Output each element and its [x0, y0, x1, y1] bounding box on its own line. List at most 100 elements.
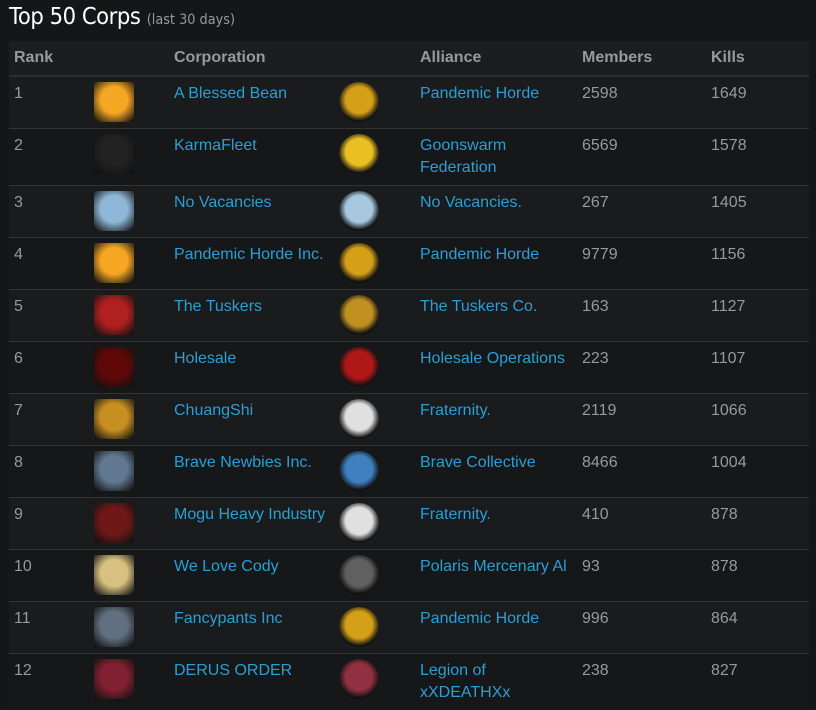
alliance-link[interactable]: Pandemic Horde: [420, 610, 539, 627]
table-row: 4 Pandemic Horde Inc. Pandemic Horde 977…: [9, 238, 809, 290]
legion-logo-icon[interactable]: [339, 659, 379, 699]
corporation-link[interactable]: The Tuskers: [174, 298, 262, 315]
fancypants-logo-icon[interactable]: [94, 607, 134, 647]
corporation-link[interactable]: A Blessed Bean: [174, 85, 287, 102]
biohazard-logo-icon[interactable]: [94, 243, 134, 283]
title-text: Top 50 Corps: [9, 4, 140, 30]
biohazard-logo-icon[interactable]: [94, 82, 134, 122]
rank-cell: 9: [9, 498, 89, 550]
table-row: 12 DERUS ORDER Legion of xXDEATHXx 238 8…: [9, 654, 809, 710]
brave-logo-icon[interactable]: [339, 451, 379, 491]
corporation-link[interactable]: We Love Cody: [174, 558, 279, 575]
corps-table: Rank Corporation Alliance Members Kills …: [9, 41, 809, 710]
alliance-logo-cell: [334, 602, 415, 654]
corporation-link[interactable]: Brave Newbies Inc.: [174, 454, 312, 471]
alliance-cell: No Vacancies.: [415, 186, 577, 238]
alliance-link[interactable]: Holesale Operations: [420, 350, 565, 367]
derus-logo-icon[interactable]: [94, 659, 134, 699]
alliance-link[interactable]: Pandemic Horde: [420, 246, 539, 263]
alliance-link[interactable]: Brave Collective: [420, 454, 536, 471]
tuskers-co-logo-icon[interactable]: [339, 295, 379, 335]
kills-cell: 1004: [706, 446, 809, 498]
header-corp-logo: [89, 41, 169, 76]
alliance-cell: Goonswarm Federation: [415, 129, 577, 186]
alliance-link[interactable]: Goonswarm Federation: [420, 137, 506, 176]
kills-cell: 1127: [706, 290, 809, 342]
corporation-cell: Mogu Heavy Industry: [169, 498, 334, 550]
mogu-logo-icon[interactable]: [94, 503, 134, 543]
table-row: 9 Mogu Heavy Industry Fraternity. 410 87…: [9, 498, 809, 550]
page-title: Top 50 Corps (last 30 days): [9, 4, 235, 30]
alliance-link[interactable]: Pandemic Horde: [420, 85, 539, 102]
horde-logo-icon[interactable]: [339, 82, 379, 122]
corp-logo-cell: [89, 186, 169, 238]
corporation-cell: ChuangShi: [169, 394, 334, 446]
horde-logo-icon[interactable]: [339, 607, 379, 647]
alliance-cell: Pandemic Horde: [415, 602, 577, 654]
corporation-link[interactable]: No Vacancies: [174, 194, 272, 211]
alliance-cell: Pandemic Horde: [415, 238, 577, 290]
corp-logo-cell: [89, 602, 169, 654]
corporation-link[interactable]: Holesale: [174, 350, 236, 367]
rank-cell: 10: [9, 550, 89, 602]
table-row: 10 We Love Cody Polaris Mercenary Al 93 …: [9, 550, 809, 602]
corp-logo-cell: [89, 129, 169, 186]
header-members: Members: [577, 41, 706, 76]
corporation-link[interactable]: Pandemic Horde Inc.: [174, 246, 323, 263]
members-cell: 6569: [577, 129, 706, 186]
target-logo-icon[interactable]: [94, 451, 134, 491]
shark-logo-icon[interactable]: [339, 191, 379, 231]
corp-logo-cell: [89, 76, 169, 129]
rank-cell: 8: [9, 446, 89, 498]
members-cell: 410: [577, 498, 706, 550]
alliance-link[interactable]: Legion of xXDEATHXx: [420, 662, 510, 701]
alliance-logo-cell: [334, 550, 415, 602]
table-row: 5 The Tuskers The Tuskers Co. 163 1127: [9, 290, 809, 342]
plague-doctor-logo-icon[interactable]: [339, 555, 379, 595]
dragon-logo-icon[interactable]: [94, 399, 134, 439]
alliance-logo-cell: [334, 129, 415, 186]
alliance-cell: Fraternity.: [415, 394, 577, 446]
alliance-cell: Pandemic Horde: [415, 76, 577, 129]
alliance-link[interactable]: Fraternity.: [420, 402, 491, 419]
kills-cell: 878: [706, 498, 809, 550]
corporation-cell: Holesale: [169, 342, 334, 394]
corporation-link[interactable]: KarmaFleet: [174, 137, 257, 154]
kills-cell: 1649: [706, 76, 809, 129]
alliance-link[interactable]: No Vacancies.: [420, 194, 522, 211]
members-cell: 238: [577, 654, 706, 710]
corporation-cell: KarmaFleet: [169, 129, 334, 186]
bee-logo-icon[interactable]: [339, 134, 379, 174]
alliance-link[interactable]: Fraternity.: [420, 506, 491, 523]
corp-logo-cell: [89, 290, 169, 342]
horde-logo-icon[interactable]: [339, 243, 379, 283]
karmafleet-logo-icon[interactable]: [94, 134, 134, 174]
corporation-link[interactable]: DERUS ORDER: [174, 662, 292, 679]
rank-cell: 7: [9, 394, 89, 446]
corporation-link[interactable]: Fancypants Inc: [174, 610, 283, 627]
panda-logo-icon[interactable]: [339, 503, 379, 543]
alliance-link[interactable]: Polaris Mercenary Al: [420, 558, 567, 575]
kills-cell: 1405: [706, 186, 809, 238]
holesale-ops-logo-icon[interactable]: [339, 347, 379, 387]
holesale-logo-icon[interactable]: [94, 347, 134, 387]
corp-logo-cell: [89, 446, 169, 498]
no-vacancies-logo-icon[interactable]: [94, 191, 134, 231]
rank-cell: 3: [9, 186, 89, 238]
tuskers-logo-icon[interactable]: [94, 295, 134, 335]
rank-cell: 12: [9, 654, 89, 710]
table-row: 8 Brave Newbies Inc. Brave Collective 84…: [9, 446, 809, 498]
alliance-logo-cell: [334, 290, 415, 342]
alliance-logo-cell: [334, 238, 415, 290]
kills-cell: 827: [706, 654, 809, 710]
table-row: 11 Fancypants Inc Pandemic Horde 996 864: [9, 602, 809, 654]
corporation-link[interactable]: ChuangShi: [174, 402, 253, 419]
corporation-link[interactable]: Mogu Heavy Industry: [174, 506, 325, 523]
alliance-link[interactable]: The Tuskers Co.: [420, 298, 537, 315]
corp-logo-cell: [89, 394, 169, 446]
panda-logo-icon[interactable]: [339, 399, 379, 439]
table-row: 1 A Blessed Bean Pandemic Horde 2598 164…: [9, 76, 809, 129]
crossed-swords-logo-icon[interactable]: [94, 555, 134, 595]
alliance-logo-cell: [334, 446, 415, 498]
corporation-cell: The Tuskers: [169, 290, 334, 342]
